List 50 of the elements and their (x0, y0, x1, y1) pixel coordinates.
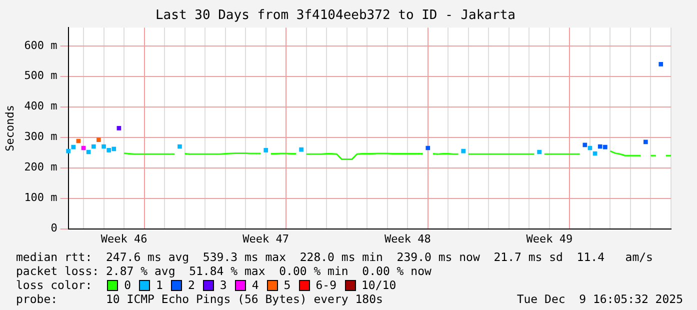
point (582, 142, 588, 148)
text: probe: 10 ICMP Echo Pings (56 Bytes) every 180s (16, 292, 383, 306)
y-tick-label: 100 m (24, 191, 58, 204)
point (426, 146, 430, 150)
y-tick-label: 0 (50, 222, 58, 235)
text: median rtt: 247.6 ms avg 539.3 ms max 228.0 ms min 239.0 ms now 21.7 ms sd 11.4 am/s (16, 250, 654, 264)
point (66, 148, 70, 154)
y-tick-label: 600 m (24, 38, 58, 52)
legend-label: 10/10 (362, 278, 396, 292)
point (592, 151, 598, 156)
legend-label: 4 (252, 278, 259, 292)
point (299, 147, 304, 152)
text: packet loss: 2.87 % avg 51.84 % max 0.00 % min 0.00 % now (16, 264, 432, 278)
y-tick-label: 400 m (24, 100, 58, 113)
point (264, 148, 268, 152)
point (86, 150, 91, 154)
point (598, 144, 602, 149)
point (116, 126, 122, 130)
legend-label: 3 (220, 278, 227, 292)
point (644, 140, 648, 144)
legend-label: 5 (284, 278, 291, 292)
point (588, 146, 592, 150)
point (96, 138, 101, 142)
y-tick-label: 300 m (24, 130, 58, 144)
point (91, 144, 96, 149)
point (178, 144, 182, 149)
point (106, 148, 111, 152)
point (461, 148, 466, 154)
legend-label: 6-9 (316, 278, 336, 292)
point (112, 146, 116, 152)
point (76, 138, 81, 144)
x-tick-label: Week 49 (526, 232, 573, 246)
point (102, 144, 106, 149)
point (537, 150, 542, 154)
point (71, 144, 76, 150)
x-tick-label: Week 48 (384, 232, 431, 246)
legend-label: 2 (188, 278, 195, 292)
text: Tue Dec 9 16:05:32 2025 (516, 292, 683, 306)
y-tick-label: 200 m (24, 160, 58, 174)
point (602, 144, 608, 150)
point (81, 146, 86, 150)
legend-label: 1 (156, 278, 163, 292)
y-axis-title: Seconds (3, 105, 16, 152)
legend-title: loss color: (16, 278, 94, 292)
x-tick-label: Week 46 (100, 232, 148, 246)
legend-label: 0 (124, 278, 132, 292)
point (658, 62, 664, 66)
chart-title: Last 30 Days from 3f4104eeb372 to ID - Jakarta (155, 8, 516, 24)
x-tick-label: Week 47 (242, 232, 290, 246)
y-tick-label: 500 m (24, 69, 58, 82)
